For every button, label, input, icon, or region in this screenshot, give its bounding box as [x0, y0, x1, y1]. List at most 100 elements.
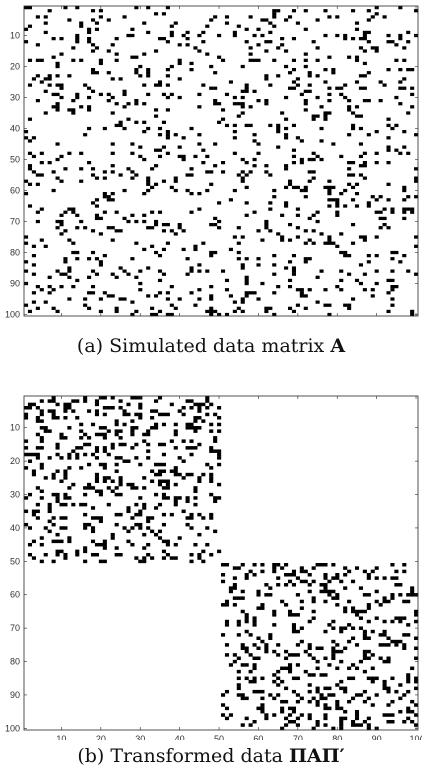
matrix-cell: [386, 145, 391, 149]
matrix-cell: [323, 696, 328, 701]
matrix-cell: [24, 179, 29, 183]
matrix-cell: [122, 409, 127, 413]
matrix-cell: [55, 492, 60, 497]
matrix-cell: [87, 161, 92, 165]
matrix-cell: [189, 559, 194, 564]
matrix-cell: [335, 213, 340, 217]
matrix-cell: [351, 636, 356, 640]
matrix-cell: [209, 446, 214, 450]
matrix-cell: [264, 219, 269, 224]
matrix-cell: [287, 71, 293, 75]
matrix-cell: [71, 502, 76, 507]
matrix-cell: [24, 522, 29, 527]
matrix-cell: [142, 486, 147, 490]
matrix-cell: [71, 241, 76, 245]
matrix-cell: [386, 68, 391, 72]
matrix-cell: [169, 402, 174, 407]
matrix-cell: [256, 706, 261, 711]
matrix-cell: [67, 269, 72, 273]
matrix-cell: [205, 52, 210, 56]
matrix-cell: [252, 666, 257, 671]
matrix-cell: [299, 291, 304, 295]
matrix-cell: [173, 499, 178, 504]
matrix-cell: [362, 33, 367, 38]
matrix-cell: [390, 719, 395, 724]
matrix-cell: [276, 676, 281, 681]
matrix-cell: [59, 83, 64, 87]
matrix-cell: [224, 21, 230, 25]
matrix-cell: [291, 676, 297, 681]
matrix-cell: [138, 154, 143, 159]
matrix-cell: [354, 55, 360, 59]
matrix-cell: [35, 509, 40, 514]
matrix-cell: [75, 257, 80, 261]
matrix-cell: [98, 15, 103, 19]
matrix-cell: [240, 696, 245, 701]
matrix-cell: [339, 686, 344, 691]
matrix-cell: [382, 216, 387, 221]
matrix-cell: [165, 130, 170, 134]
matrix-cell: [51, 492, 56, 497]
matrix-cell: [406, 709, 411, 714]
matrix-cell: [51, 170, 56, 174]
matrix-cell: [303, 306, 308, 310]
matrix-cell: [106, 452, 111, 457]
matrix-cell: [55, 549, 60, 554]
matrix-cell: [323, 114, 328, 118]
matrix-cell: [335, 210, 340, 214]
matrix-cell: [402, 643, 407, 647]
matrix-cell: [402, 58, 407, 62]
matrix-cell: [248, 58, 253, 62]
matrix-cell: [39, 399, 44, 403]
matrix-cell: [197, 556, 202, 560]
matrix-cell: [366, 71, 371, 75]
matrix-cell: [386, 198, 391, 202]
matrix-cell: [43, 426, 48, 430]
matrix-cell: [248, 633, 253, 637]
matrix-cell: [291, 569, 297, 574]
matrix-cell: [311, 170, 316, 174]
matrix-cell: [335, 699, 340, 704]
matrix-cell: [284, 666, 289, 671]
matrix-cell: [374, 46, 379, 50]
matrix-cell: [394, 148, 399, 152]
matrix-cell: [284, 133, 289, 137]
matrix-cell: [201, 419, 206, 423]
matrix-cell: [138, 269, 143, 273]
matrix-cell: [209, 512, 214, 517]
matrix-cell: [398, 80, 403, 84]
matrix-cell: [27, 167, 33, 171]
matrix-cell: [138, 559, 143, 564]
matrix-cell: [382, 643, 387, 647]
matrix-cell: [280, 709, 285, 714]
matrix-cell: [374, 693, 379, 697]
matrix-cell: [154, 12, 159, 16]
matrix-cell: [142, 432, 147, 437]
matrix-cell: [138, 509, 143, 514]
matrix-cell: [173, 469, 178, 473]
matrix-cell: [71, 99, 76, 103]
matrix-cell: [291, 80, 297, 84]
matrix-cell: [276, 46, 281, 50]
matrix-cell: [268, 201, 273, 205]
matrix-cell: [150, 244, 155, 248]
matrix-cell: [39, 559, 44, 564]
matrix-cell: [228, 589, 233, 594]
matrix-cell: [98, 309, 103, 314]
matrix-cell: [236, 102, 241, 106]
matrix-cell: [122, 126, 127, 131]
matrix-cell: [362, 633, 367, 637]
matrix-cell: [181, 33, 186, 38]
matrix-cell: [63, 272, 68, 276]
matrix-cell: [110, 95, 115, 100]
matrix-cell: [307, 589, 312, 594]
matrix-cell: [390, 676, 395, 681]
matrix-cell: [287, 713, 293, 717]
matrix-cell: [244, 676, 249, 681]
matrix-cell: [287, 719, 293, 724]
matrix-cell: [114, 429, 119, 433]
matrix-cell: [47, 285, 52, 289]
matrix-cell: [232, 603, 237, 607]
matrix-cell: [299, 639, 304, 644]
matrix-cell: [339, 278, 344, 283]
